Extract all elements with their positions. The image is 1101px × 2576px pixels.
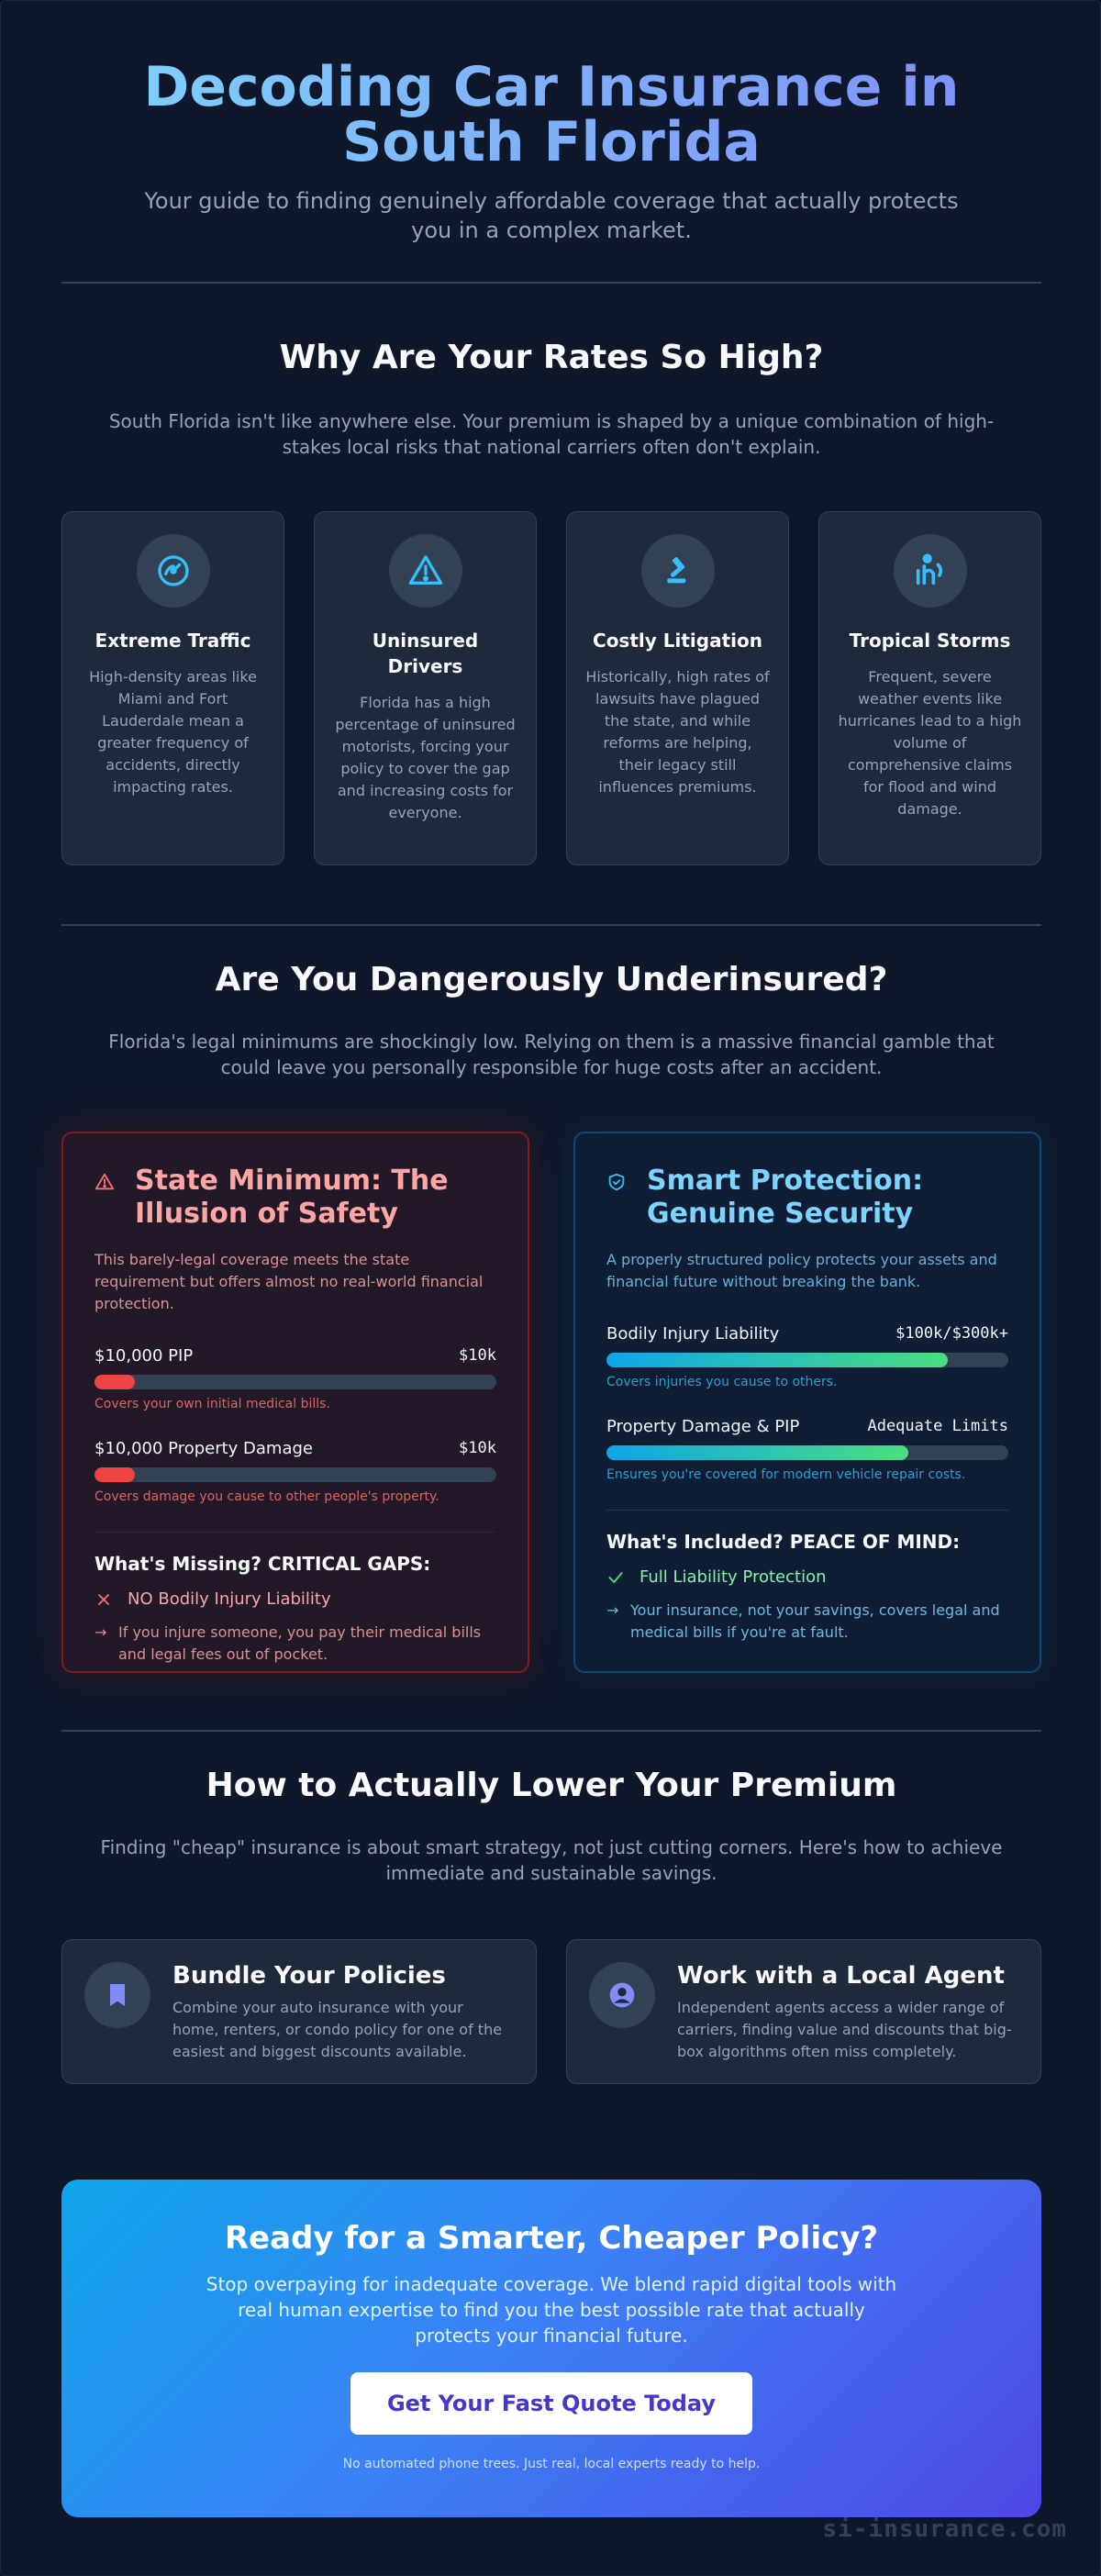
risk-description: High-density areas like Miami and Fort L… (89, 668, 257, 796)
coverage-fill (606, 1445, 908, 1460)
risk-title: Extreme Traffic (95, 630, 251, 652)
coverage-label: $10,000 PIP (95, 1346, 194, 1366)
rates-section-title: Why Are Your Rates So High? (279, 339, 824, 376)
included-note-text: Your insurance, not your savings, covers… (630, 1601, 1000, 1641)
coverage-note: Covers damage you cause to other people'… (95, 1489, 439, 1504)
coverage-value: Adequate Limits (867, 1417, 1008, 1435)
coverage-fill (95, 1375, 135, 1389)
risk-title: Costly Litigation (593, 630, 762, 652)
speedometer-icon (136, 534, 210, 608)
risk-factor-grid: Extreme Traffic High-density areas like … (61, 511, 1041, 865)
cta-title: Ready for a Smarter, Cheaper Policy? (224, 2220, 879, 2257)
card-header: Smart Protection: Genuine Security (606, 1165, 1008, 1231)
rates-section-subtitle: South Florida isn't like anywhere else. … (108, 410, 995, 458)
included-item: Full Liability Protection (606, 1567, 1008, 1587)
premium-section-title: How to Actually Lower Your Premium (206, 1767, 897, 1804)
warning-triangle-icon (95, 1173, 115, 1190)
savings-tips-grid: Bundle Your Policies Combine your auto i… (61, 1939, 1041, 2084)
gap-note-text: If you injure someone, you pay their med… (118, 1623, 482, 1663)
coverage-bar-bodily-injury: Bodily Injury Liability $100k/$300k+ Cove… (606, 1324, 1008, 1389)
tip-title: Work with a Local Agent (677, 1962, 1005, 1990)
coverage-track (606, 1445, 1008, 1460)
shield-check-icon (608, 1173, 625, 1191)
underinsured-section-subtitle: Florida's legal minimums are shockingly … (108, 1031, 995, 1078)
card-description: This barely-legal coverage meets the sta… (95, 1251, 484, 1312)
state-minimum-card: State Minimum: The Illusion of Safety Th… (61, 1132, 529, 1673)
page-subtitle: Your guide to finding genuinely affordab… (144, 188, 959, 243)
risk-card-litigation: Costly Litigation Historically, high rat… (566, 511, 789, 865)
coverage-value: $100k/$300k+ (895, 1324, 1008, 1343)
cta-panel: Ready for a Smarter, Cheaper Policy? Sto… (61, 2180, 1041, 2517)
divider (61, 924, 1041, 926)
card-description: A properly structured policy protects yo… (606, 1251, 997, 1290)
card-title: State Minimum: The Illusion of Safety (135, 1165, 449, 1230)
get-quote-button[interactable]: Get Your Fast Quote Today (350, 2372, 753, 2435)
cta-description: Stop overpaying for inadequate coverage.… (206, 2273, 897, 2347)
coverage-note: Covers injuries you cause to others. (606, 1375, 838, 1389)
coverage-bar-pip: $10,000 PIP $10k Covers your own initial … (95, 1346, 496, 1411)
brand-watermark: si-insurance.com (822, 2515, 1067, 2543)
coverage-bar-property-pip: Property Damage & PIP Adequate Limits Ens… (606, 1417, 1008, 1482)
included-title: What's Included? PEACE OF MIND: (606, 1531, 961, 1553)
smart-protection-card: Smart Protection: Genuine Security A pro… (573, 1132, 1041, 1673)
gaps-title: What's Missing? CRITICAL GAPS: (95, 1553, 431, 1575)
coverage-note: Ensures you're covered for modern vehicl… (606, 1467, 966, 1482)
coverage-label: Property Damage & PIP (606, 1417, 800, 1436)
storm-icon (893, 534, 967, 608)
divider (61, 282, 1041, 284)
arrow-right-icon: → (95, 1623, 107, 1641)
arrow-right-icon: → (606, 1601, 619, 1619)
x-icon (98, 1593, 109, 1605)
coverage-track (606, 1353, 1008, 1367)
warning-triangle-icon (388, 534, 462, 608)
gap-item: NO Bodily Injury Liability (95, 1589, 496, 1609)
coverage-label: $10,000 Property Damage (95, 1439, 313, 1458)
check-icon (608, 1571, 623, 1583)
risk-title: Tropical Storms (849, 630, 1011, 652)
coverage-fill (95, 1467, 135, 1482)
card-title: Smart Protection: Genuine Security (647, 1165, 924, 1230)
coverage-value: $10k (459, 1346, 496, 1365)
coverage-fill (606, 1353, 949, 1367)
risk-card-traffic: Extreme Traffic High-density areas like … (61, 511, 284, 865)
page-title-line2: South Florida (342, 110, 761, 174)
risk-description: Frequent, severe weather events like hur… (838, 668, 1022, 818)
gap-note: → If you injure someone, you pay their m… (95, 1622, 496, 1666)
divider (606, 1510, 1008, 1511)
user-circle-icon (589, 1962, 655, 2028)
coverage-track (95, 1467, 496, 1482)
page-title-line1: Decoding Car Insurance in (143, 55, 960, 119)
premium-section-subtitle: Finding "cheap" insurance is about smart… (100, 1836, 1003, 1884)
risk-title: Uninsured Drivers (372, 630, 479, 677)
risk-description: Florida has a high percentage of uninsur… (335, 694, 516, 821)
coverage-bar-property: $10,000 Property Damage $10k Covers damag… (95, 1439, 496, 1504)
risk-card-storms: Tropical Storms Frequent, severe weather… (818, 511, 1041, 865)
tip-card-local-agent: Work with a Local Agent Independent agen… (566, 1939, 1041, 2084)
risk-card-uninsured: Uninsured Drivers Florida has a high per… (314, 511, 537, 865)
card-header: State Minimum: The Illusion of Safety (95, 1165, 496, 1231)
tip-description: Combine your auto insurance with your ho… (172, 1999, 503, 2060)
tip-title: Bundle Your Policies (172, 1962, 446, 1990)
coverage-track (95, 1375, 496, 1389)
included-item-label: Full Liability Protection (639, 1567, 827, 1587)
coverage-label: Bodily Injury Liability (606, 1324, 780, 1344)
tip-description: Independent agents access a wider range … (677, 1999, 1012, 2060)
coverage-note: Covers your own initial medical bills. (95, 1397, 330, 1411)
divider (95, 1532, 496, 1533)
coverage-value: $10k (459, 1439, 496, 1457)
cta-note: No automated phone trees. Just real, loc… (342, 2457, 761, 2471)
included-note: → Your insurance, not your savings, cove… (606, 1600, 1008, 1644)
divider (61, 1730, 1041, 1732)
underinsured-section-title: Are You Dangerously Underinsured? (215, 961, 888, 998)
tip-card-bundle: Bundle Your Policies Combine your auto i… (61, 1939, 537, 2084)
risk-description: Historically, high rates of lawsuits hav… (585, 668, 770, 796)
gap-item-label: NO Bodily Injury Liability (128, 1589, 331, 1609)
page-title: Decoding Car Insurance in South Florida (61, 60, 1041, 170)
gavel-icon (640, 534, 715, 608)
bookmark-icon (84, 1962, 150, 2028)
